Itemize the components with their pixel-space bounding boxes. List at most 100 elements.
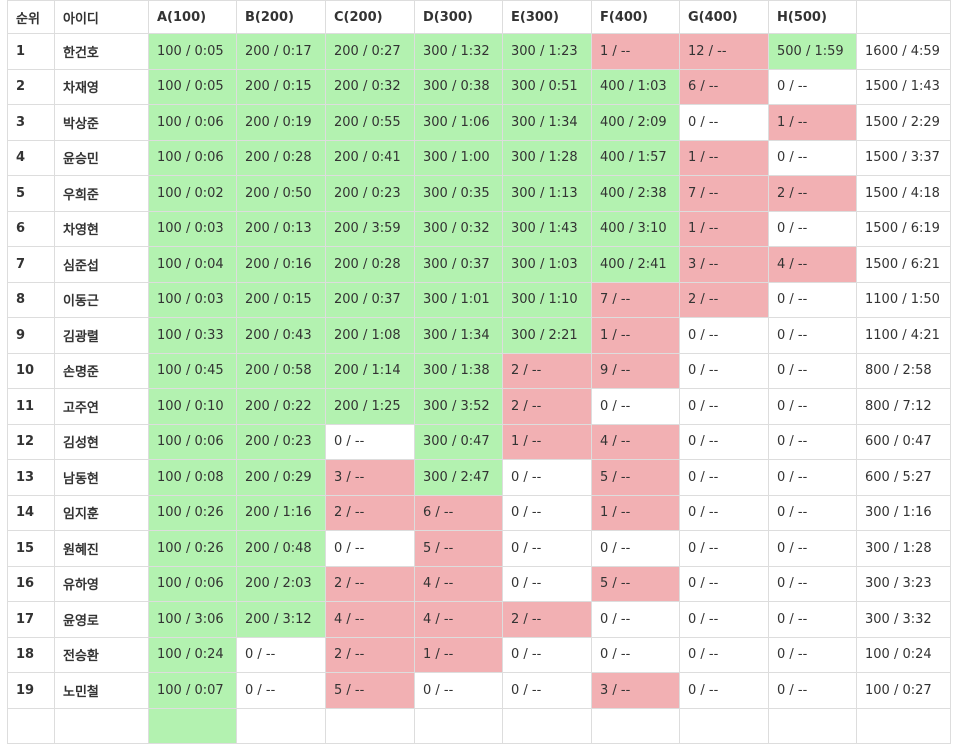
problem-c-score-cell: 5 / -- <box>325 672 415 709</box>
problem-f-score-cell: 0 / -- <box>591 530 680 567</box>
problem-f-score-cell <box>591 707 680 744</box>
table-row: 15 원혜진 100 / 0:26 200 / 0:48 0 / -- 5 / -- 0 /… <box>7 530 951 567</box>
problem-f-score-cell: 7 / -- <box>591 281 680 318</box>
problem-b-score-cell: 200 / 0:15 <box>236 281 326 318</box>
problem-g-score-cell: 2 / -- <box>679 281 769 318</box>
header-problem-b: B(200) <box>236 0 326 34</box>
problem-e-score-cell: 300 / 1:10 <box>502 281 592 318</box>
problem-g-score-cell: 0 / -- <box>679 672 769 709</box>
problem-g-score-cell: 0 / -- <box>679 423 769 460</box>
rank-cell: 16 <box>7 565 55 602</box>
rank-cell: 19 <box>7 672 55 709</box>
problem-e-score-cell: 300 / 1:03 <box>502 246 592 283</box>
problem-g-score-cell: 3 / -- <box>679 246 769 283</box>
problem-c-score-cell: 200 / 1:08 <box>325 317 415 354</box>
header-total <box>856 0 951 34</box>
problem-a-score-cell: 100 / 3:06 <box>148 601 237 638</box>
table-row: 17 윤영로 100 / 3:06 200 / 3:12 4 / -- 4 / -- 2 /… <box>7 601 951 638</box>
problem-c-score-cell: 200 / 0:23 <box>325 175 415 212</box>
problem-b-score-cell: 200 / 1:16 <box>236 494 326 531</box>
table-row: 16 유하영 100 / 0:06 200 / 2:03 2 / -- 4 / -- 0 /… <box>7 565 951 602</box>
problem-a-score-cell: 100 / 0:10 <box>148 388 237 425</box>
total-score-cell: 1500 / 1:43 <box>856 68 951 105</box>
problem-d-score-cell: 300 / 1:01 <box>414 281 503 318</box>
header-problem-g: G(400) <box>679 0 769 34</box>
problem-a-score-cell: 100 / 0:06 <box>148 104 237 141</box>
rank-cell: 18 <box>7 636 55 673</box>
total-score-cell: 300 / 3:32 <box>856 601 951 638</box>
problem-h-score-cell: 0 / -- <box>768 281 857 318</box>
problem-c-score-cell: 200 / 0:55 <box>325 104 415 141</box>
problem-b-score-cell: 0 / -- <box>236 672 326 709</box>
problem-f-score-cell: 5 / -- <box>591 565 680 602</box>
header-problem-e: E(300) <box>502 0 592 34</box>
problem-d-score-cell: 1 / -- <box>414 636 503 673</box>
problem-g-score-cell: 0 / -- <box>679 388 769 425</box>
problem-h-score-cell: 2 / -- <box>768 175 857 212</box>
problem-g-score-cell: 0 / -- <box>679 565 769 602</box>
user-id-cell: 우희준 <box>54 175 149 212</box>
problem-g-score-cell: 12 / -- <box>679 33 769 70</box>
rank-cell: 5 <box>7 175 55 212</box>
problem-d-score-cell: 300 / 3:52 <box>414 388 503 425</box>
rank-cell: 15 <box>7 530 55 567</box>
problem-h-score-cell: 1 / -- <box>768 104 857 141</box>
problem-f-score-cell: 400 / 1:57 <box>591 139 680 176</box>
user-id-cell: 김광렬 <box>54 317 149 354</box>
problem-h-score-cell: 0 / -- <box>768 352 857 389</box>
problem-b-score-cell: 0 / -- <box>236 636 326 673</box>
problem-d-score-cell: 4 / -- <box>414 565 503 602</box>
problem-h-score-cell: 0 / -- <box>768 565 857 602</box>
user-id-cell: 한건호 <box>54 33 149 70</box>
problem-c-score-cell: 200 / 0:32 <box>325 68 415 105</box>
problem-e-score-cell: 300 / 1:13 <box>502 175 592 212</box>
table-row: 10 손명준 100 / 0:45 200 / 0:58 200 / 1:14 300 /… <box>7 352 951 389</box>
problem-c-score-cell: 200 / 0:37 <box>325 281 415 318</box>
user-id-cell: 윤승민 <box>54 139 149 176</box>
total-score-cell: 1500 / 6:19 <box>856 210 951 247</box>
problem-h-score-cell: 0 / -- <box>768 494 857 531</box>
problem-d-score-cell: 300 / 1:38 <box>414 352 503 389</box>
problem-f-score-cell: 3 / -- <box>591 672 680 709</box>
problem-a-score-cell: 100 / 0:06 <box>148 423 237 460</box>
problem-f-score-cell: 400 / 2:41 <box>591 246 680 283</box>
problem-h-score-cell: 0 / -- <box>768 68 857 105</box>
rank-cell: 8 <box>7 281 55 318</box>
total-score-cell: 100 / 0:27 <box>856 672 951 709</box>
problem-c-score-cell: 200 / 1:14 <box>325 352 415 389</box>
rank-cell: 13 <box>7 459 55 496</box>
problem-g-score-cell: 0 / -- <box>679 352 769 389</box>
problem-c-score-cell: 200 / 3:59 <box>325 210 415 247</box>
rank-cell: 14 <box>7 494 55 531</box>
problem-a-score-cell: 100 / 0:03 <box>148 210 237 247</box>
total-score-cell: 1500 / 6:21 <box>856 246 951 283</box>
problem-h-score-cell: 0 / -- <box>768 636 857 673</box>
total-score-cell: 600 / 0:47 <box>856 423 951 460</box>
problem-d-score-cell: 6 / -- <box>414 494 503 531</box>
problem-f-score-cell: 0 / -- <box>591 388 680 425</box>
problem-b-score-cell: 200 / 0:50 <box>236 175 326 212</box>
problem-c-score-cell: 4 / -- <box>325 601 415 638</box>
problem-d-score-cell: 300 / 0:35 <box>414 175 503 212</box>
problem-e-score-cell: 300 / 1:43 <box>502 210 592 247</box>
user-id-cell: 원혜진 <box>54 530 149 567</box>
user-id-cell: 차재영 <box>54 68 149 105</box>
problem-h-score-cell: 0 / -- <box>768 672 857 709</box>
problem-a-score-cell: 100 / 0:05 <box>148 33 237 70</box>
table-row <box>7 707 951 744</box>
rank-cell: 10 <box>7 352 55 389</box>
problem-d-score-cell <box>414 707 503 744</box>
total-score-cell: 1500 / 4:18 <box>856 175 951 212</box>
problem-a-score-cell: 100 / 0:45 <box>148 352 237 389</box>
problem-e-score-cell: 300 / 1:28 <box>502 139 592 176</box>
header-row: 순위 아이디 A(100) B(200) C(200) D(300) E(300… <box>7 0 951 34</box>
rank-cell: 2 <box>7 68 55 105</box>
user-id-cell: 손명준 <box>54 352 149 389</box>
table-row: 18 전승환 100 / 0:24 0 / -- 2 / -- 1 / -- 0 / -- 0… <box>7 636 951 673</box>
problem-a-score-cell: 100 / 0:33 <box>148 317 237 354</box>
problem-b-score-cell: 200 / 0:48 <box>236 530 326 567</box>
problem-b-score-cell: 200 / 2:03 <box>236 565 326 602</box>
problem-c-score-cell: 0 / -- <box>325 530 415 567</box>
problem-e-score-cell: 0 / -- <box>502 636 592 673</box>
header-user-id: 아이디 <box>54 0 149 34</box>
